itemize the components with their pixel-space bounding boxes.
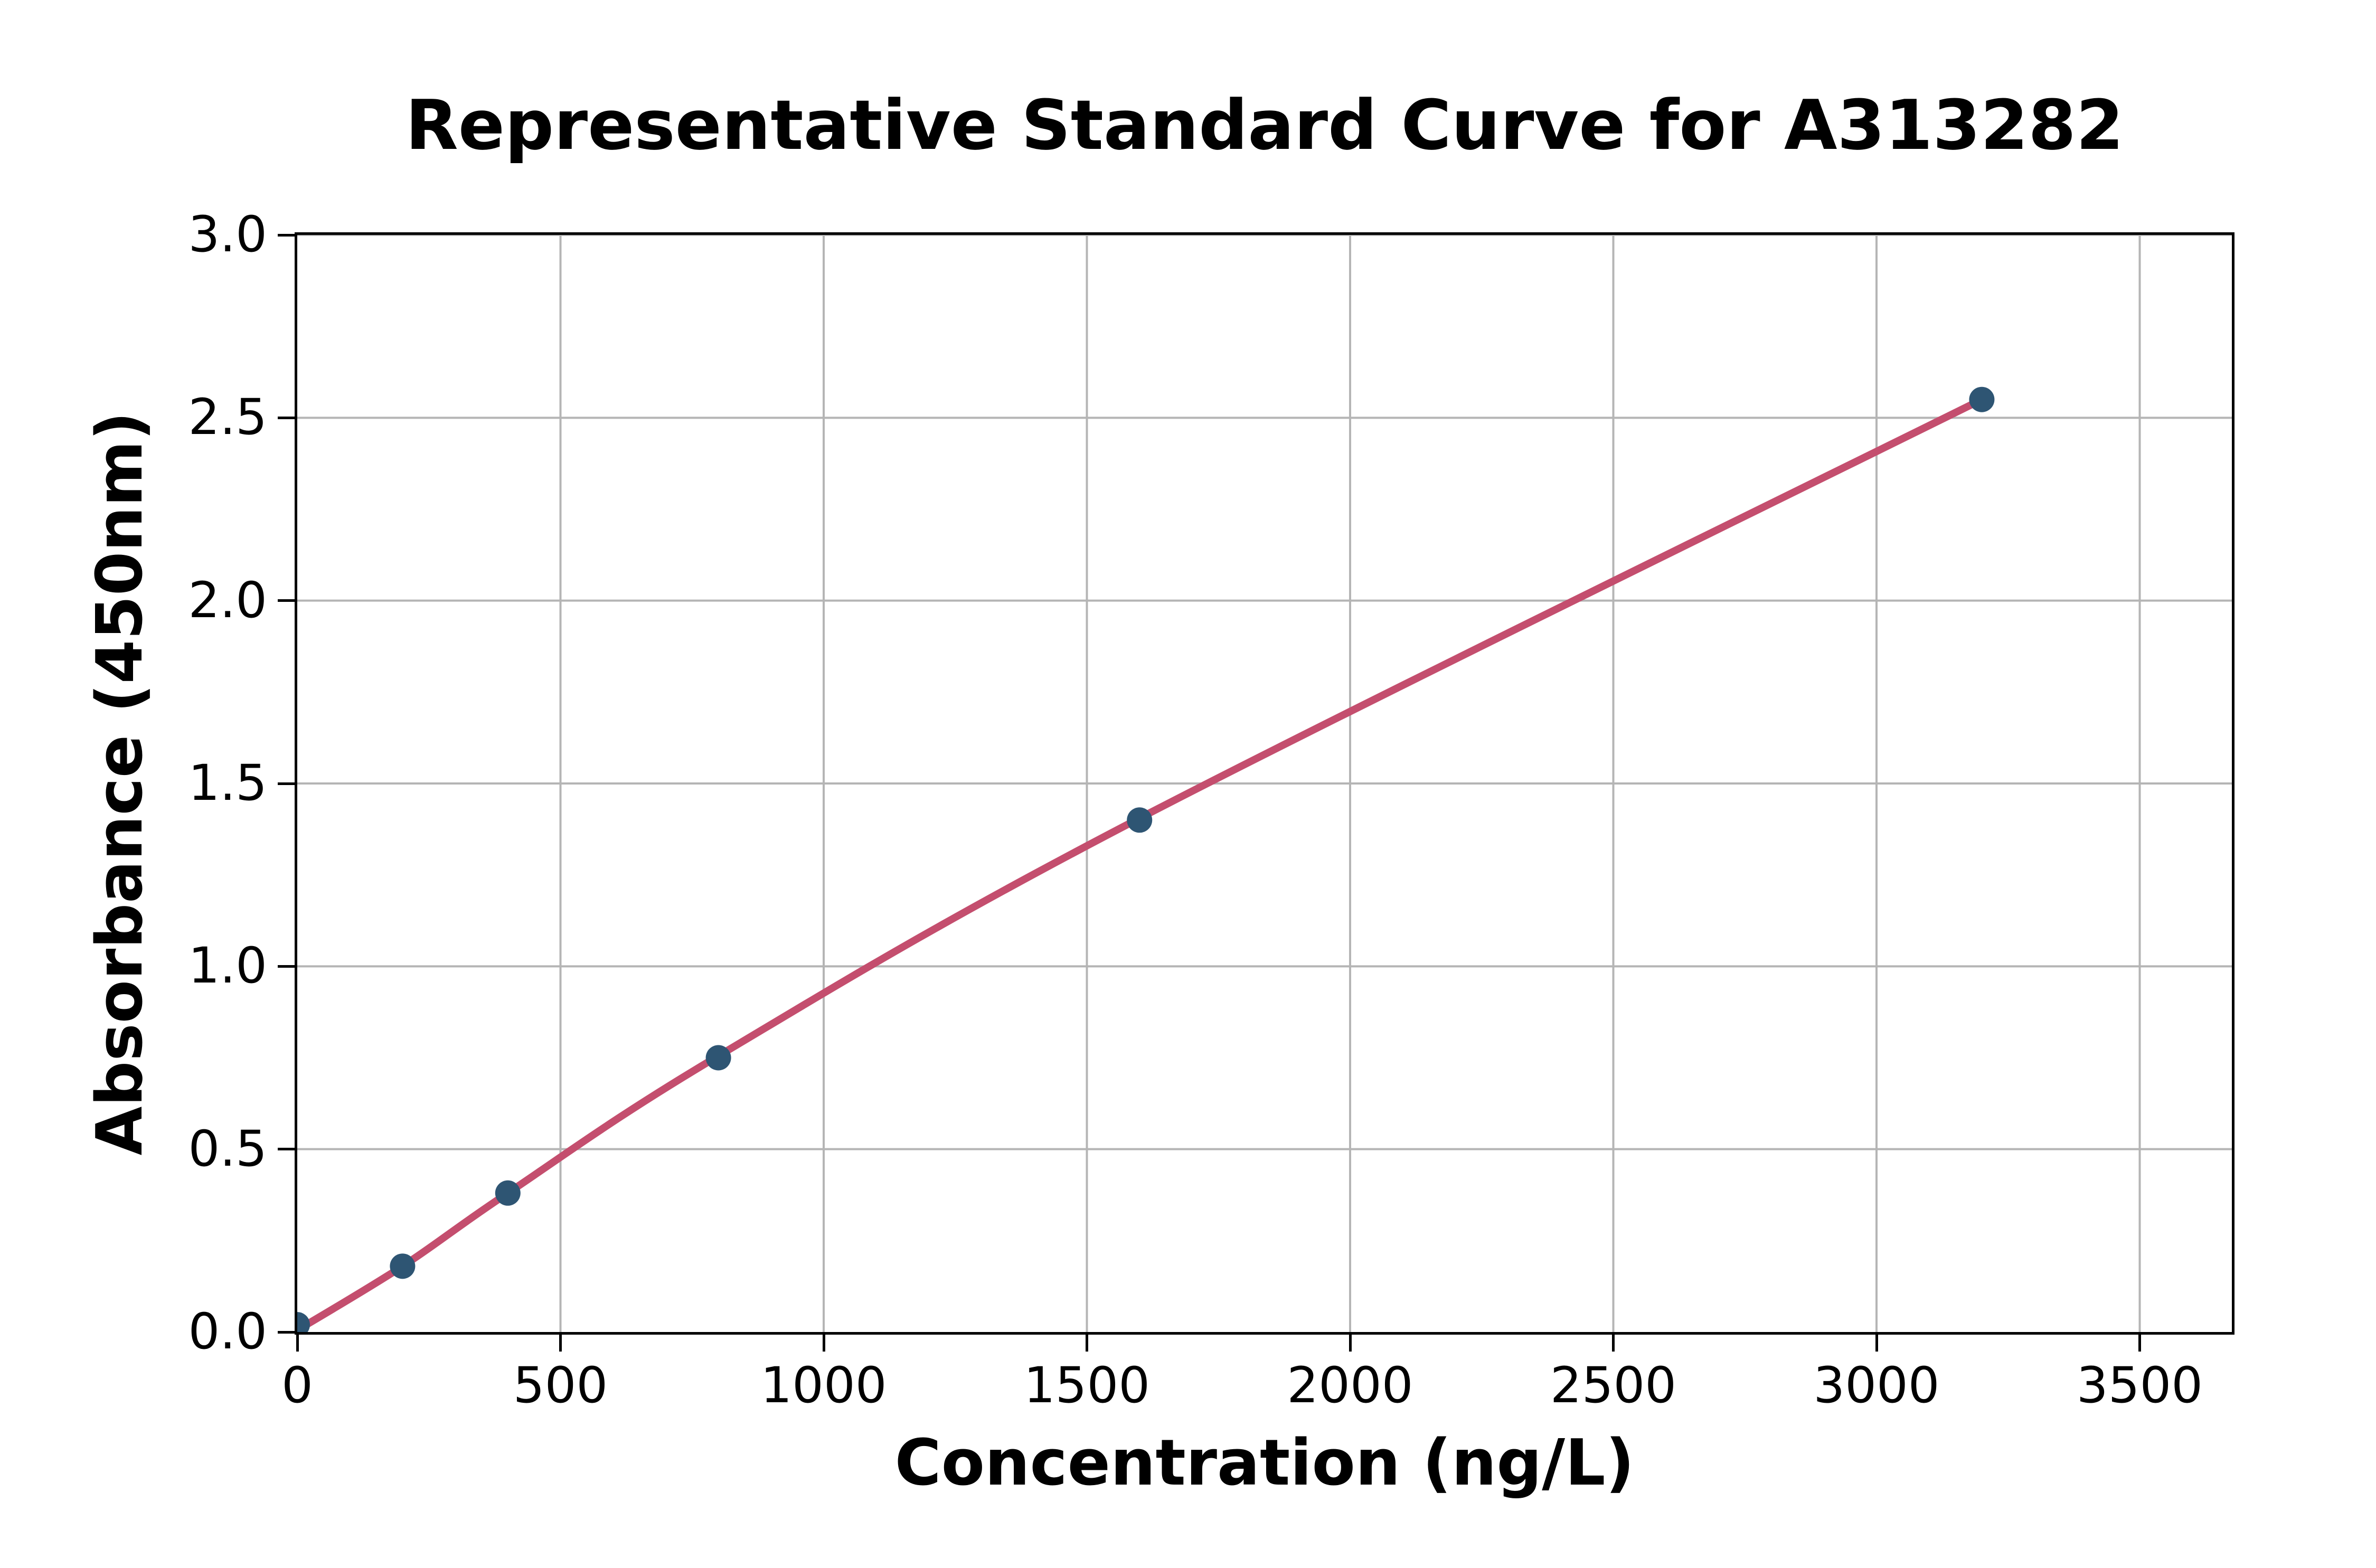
y-tick-label: 1.0 [188, 937, 268, 995]
x-tick-label: 500 [513, 1357, 608, 1414]
y-tick-label: 1.5 [188, 754, 268, 812]
y-tick-label: 2.0 [188, 571, 268, 629]
x-tick-mark [1875, 1335, 1878, 1352]
y-tick-label: 0.0 [188, 1303, 268, 1361]
x-tick-mark [1086, 1335, 1088, 1352]
x-tick-label: 3500 [2076, 1357, 2203, 1414]
y-tick-mark [278, 1330, 295, 1334]
plot-canvas [297, 235, 2232, 1332]
x-tick-mark [1349, 1335, 1352, 1352]
data-point [297, 1312, 310, 1332]
x-tick-label: 1500 [1023, 1357, 1151, 1414]
plot-area [295, 232, 2234, 1335]
y-tick-label: 0.5 [188, 1120, 268, 1178]
y-tick-label: 2.5 [188, 389, 268, 447]
x-tick-label: 0 [281, 1357, 313, 1414]
data-point [495, 1180, 521, 1206]
x-tick-mark [2138, 1335, 2142, 1352]
x-tick-mark [559, 1335, 562, 1352]
y-tick-mark [278, 965, 295, 968]
data-point [390, 1253, 416, 1279]
y-tick-mark [278, 599, 295, 602]
x-axis-label: Concentration (ng/L) [894, 1427, 1635, 1500]
x-tick-mark [296, 1335, 299, 1352]
x-tick-mark [1612, 1335, 1615, 1352]
y-tick-mark [278, 1148, 295, 1151]
x-tick-label: 2500 [1550, 1357, 1677, 1414]
x-tick-label: 2000 [1287, 1357, 1413, 1414]
chart-title: Representative Standard Curve for A31328… [405, 85, 2124, 165]
y-tick-label: 3.0 [188, 206, 268, 263]
y-tick-mark [278, 416, 295, 419]
y-tick-mark [278, 233, 295, 237]
data-point [705, 1045, 731, 1071]
y-tick-mark [278, 782, 295, 785]
data-point [1969, 386, 1995, 412]
x-tick-label: 1000 [760, 1357, 887, 1414]
data-point [1127, 807, 1153, 833]
x-tick-mark [822, 1335, 825, 1352]
x-tick-label: 3000 [1813, 1357, 1940, 1414]
fit-curve [297, 396, 1984, 1332]
